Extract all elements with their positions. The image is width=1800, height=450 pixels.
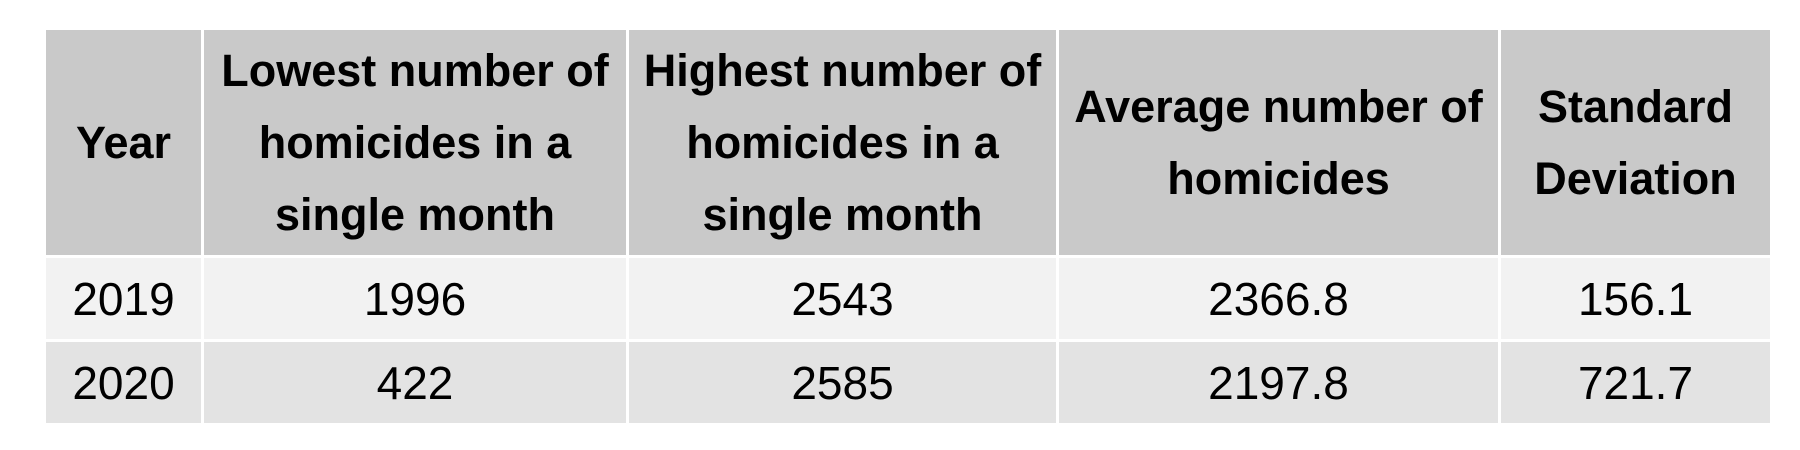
- table-row: 2019 1996 2543 2366.8 156.1: [43, 255, 1773, 342]
- cell-lowest: 422: [201, 339, 629, 426]
- cell-average: 2197.8: [1056, 339, 1501, 426]
- cell-highest: 2585: [626, 339, 1059, 426]
- table-container: Year Lowest number of homicides in a sin…: [43, 27, 1773, 426]
- column-header-average: Average number of homicides: [1056, 27, 1501, 258]
- cell-std-dev: 721.7: [1498, 339, 1773, 426]
- cell-year: 2019: [43, 255, 204, 342]
- column-header-std-dev: Standard Deviation: [1498, 27, 1773, 258]
- cell-std-dev: 156.1: [1498, 255, 1773, 342]
- header-row: Year Lowest number of homicides in a sin…: [43, 27, 1773, 258]
- cell-lowest: 1996: [201, 255, 629, 342]
- table-row: 2020 422 2585 2197.8 721.7: [43, 339, 1773, 426]
- cell-highest: 2543: [626, 255, 1059, 342]
- column-header-highest: Highest number of homicides in a single …: [626, 27, 1059, 258]
- cell-average: 2366.8: [1056, 255, 1501, 342]
- column-header-year: Year: [43, 27, 204, 258]
- cell-year: 2020: [43, 339, 204, 426]
- homicide-stats-table: Year Lowest number of homicides in a sin…: [43, 27, 1773, 426]
- column-header-lowest: Lowest number of homicides in a single m…: [201, 27, 629, 258]
